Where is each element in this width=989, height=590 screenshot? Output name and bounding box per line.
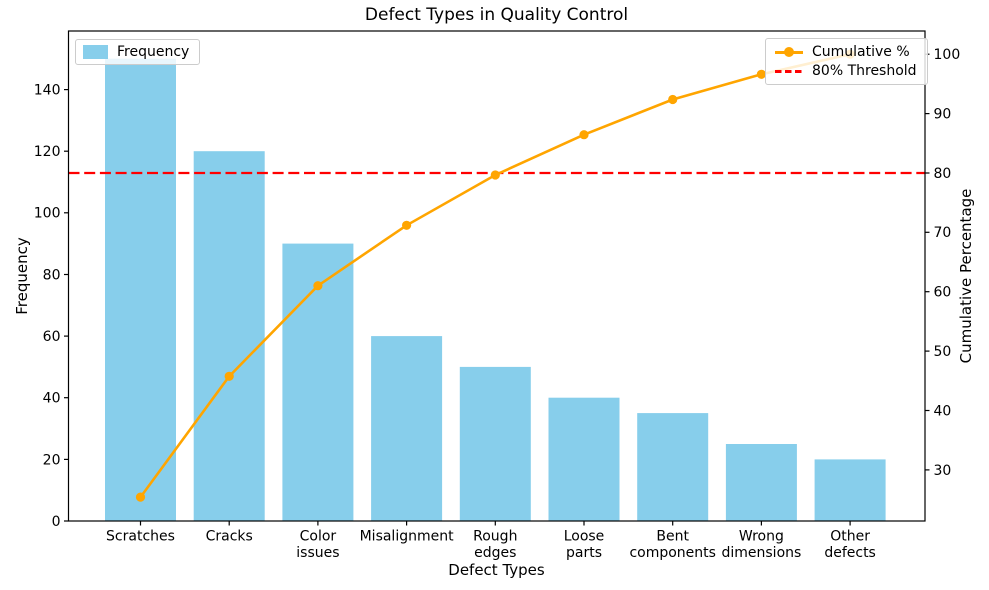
- cumulative-point-misalignment: [402, 220, 412, 230]
- cumulative-point-color-issues: [313, 281, 323, 291]
- cumulative-point-scratches: [135, 492, 146, 502]
- x-tick-label-loose-parts: Loose parts: [564, 529, 605, 562]
- y-right-tick-label-40: 40: [934, 403, 952, 419]
- cumulative-point-loose-parts: [579, 130, 589, 140]
- x-axis-label: Defect Types: [448, 561, 545, 579]
- x-tick-label-color-issues: Color issues: [296, 529, 339, 562]
- legend-label-cumulative: Cumulative %: [812, 44, 910, 60]
- y-right-tick-label-50: 50: [934, 344, 952, 360]
- threshold-line-icon: [775, 69, 803, 73]
- x-tick-label-other-defects: Other defects: [824, 529, 876, 562]
- cumulative-point-cracks: [224, 371, 234, 381]
- bar-loose-parts: [548, 397, 620, 521]
- chart-title: Defect Types in Quality Control: [364, 5, 629, 25]
- x-tick-label-cracks: Cracks: [206, 529, 253, 545]
- cumulative-point-bent-components: [668, 94, 678, 105]
- y-axis-label-right: Cumulative Percentage: [957, 188, 975, 364]
- legend-label-frequency: Frequency: [117, 44, 190, 60]
- bar-scratches: [105, 58, 176, 521]
- bar-misalignment: [371, 336, 443, 521]
- x-tick-label-misalignment: Misalignment: [360, 529, 455, 545]
- x-tick-label-wrong-dimensions: Wrong dimensions: [721, 529, 801, 562]
- legend-frequency: Frequency: [75, 39, 201, 65]
- legend-row-cumulative: Cumulative %: [775, 44, 917, 60]
- y-axis-label-left: Frequency: [13, 237, 31, 315]
- y-left-tick-label-0: 0: [52, 514, 61, 530]
- cumulative-marker-icon: [784, 47, 794, 57]
- legend-row-threshold: 80% Threshold: [775, 63, 917, 79]
- y-right-tick-label-80: 80: [934, 166, 952, 182]
- legend-label-threshold: 80% Threshold: [812, 63, 917, 79]
- frequency-swatch-icon: [83, 45, 108, 59]
- plot-frame: [67, 30, 926, 522]
- y-right-tick-label-70: 70: [934, 225, 952, 241]
- y-right-tick-label-100: 100: [934, 47, 961, 63]
- y-left-tick-label-20: 20: [43, 452, 61, 468]
- y-left-tick-label-100: 100: [34, 206, 61, 222]
- y-left-tick-label-140: 140: [34, 83, 61, 99]
- y-left-tick-label-40: 40: [43, 391, 61, 407]
- x-tick-label-bent-components: Bent components: [629, 529, 716, 562]
- y-right-tick-label-90: 90: [934, 107, 952, 123]
- bar-wrong-dimensions: [725, 444, 797, 521]
- bar-cracks: [193, 151, 265, 521]
- cumulative-point-wrong-dimensions: [756, 69, 767, 79]
- cumulative-line-icon: [775, 47, 803, 57]
- bar-rough-edges: [459, 366, 531, 521]
- legend-cumulative: Cumulative % 80% Threshold: [765, 38, 928, 85]
- y-right-tick-label-60: 60: [934, 285, 952, 301]
- x-tick-label-rough-edges: Rough edges: [473, 529, 517, 562]
- y-left-tick-label-80: 80: [43, 267, 61, 283]
- cumulative-point-rough-edges: [490, 170, 500, 180]
- y-left-tick-label-120: 120: [34, 144, 61, 160]
- y-right-tick-label-30: 30: [934, 463, 952, 479]
- y-left-tick-label-60: 60: [43, 329, 61, 345]
- x-tick-label-scratches: Scratches: [106, 529, 175, 545]
- bar-other-defects: [814, 459, 886, 521]
- bar-bent-components: [637, 413, 709, 521]
